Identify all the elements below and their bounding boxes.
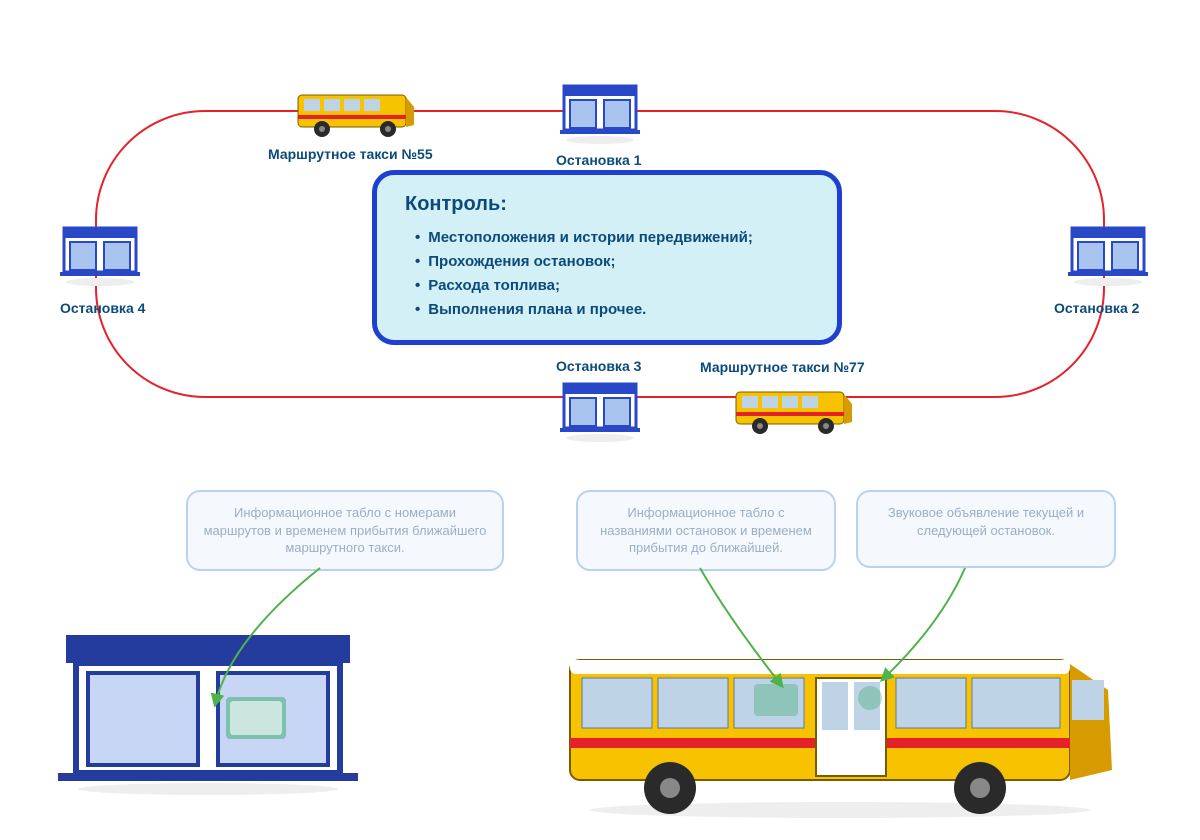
route-bus-55 <box>296 85 416 139</box>
callout-inside-board: Информационное табло с названиями остано… <box>576 490 836 571</box>
diagram-stage: Остановка 1 Остановка 2 Остановка 3 Оста… <box>0 0 1200 840</box>
route-bus-55-label: Маршрутное такси №55 <box>268 146 433 162</box>
bus-stop-1-label: Остановка 1 <box>556 152 641 168</box>
big-bus-stop-icon <box>58 625 358 795</box>
control-panel-title: Контроль: <box>405 193 809 216</box>
big-bus-icon <box>560 620 1120 820</box>
route-bus-77 <box>734 382 854 436</box>
callout-audio: Звуковое объявление текущей и следующей … <box>856 490 1116 568</box>
control-panel-item: Местоположения и истории передвижений; <box>415 226 809 250</box>
callout-stop-board: Информационное табло с номерами маршруто… <box>186 490 504 571</box>
control-panel-item: Расхода топлива; <box>415 274 809 298</box>
control-panel: Контроль: Местоположения и истории перед… <box>372 170 842 345</box>
bus-stop-3-label: Остановка 3 <box>556 358 641 374</box>
bus-stop-4 <box>60 222 140 286</box>
bus-stop-2 <box>1068 222 1148 286</box>
control-panel-list: Местоположения и истории передвижений; П… <box>405 226 809 322</box>
bus-stop-2-label: Остановка 2 <box>1054 300 1139 316</box>
control-panel-item: Прохождения остановок; <box>415 250 809 274</box>
control-panel-item: Выполнения плана и прочее. <box>415 298 809 322</box>
bus-stop-1 <box>560 80 640 144</box>
bus-stop-3 <box>560 378 640 442</box>
route-bus-77-label: Маршрутное такси №77 <box>700 359 865 375</box>
bus-stop-4-label: Остановка 4 <box>60 300 145 316</box>
